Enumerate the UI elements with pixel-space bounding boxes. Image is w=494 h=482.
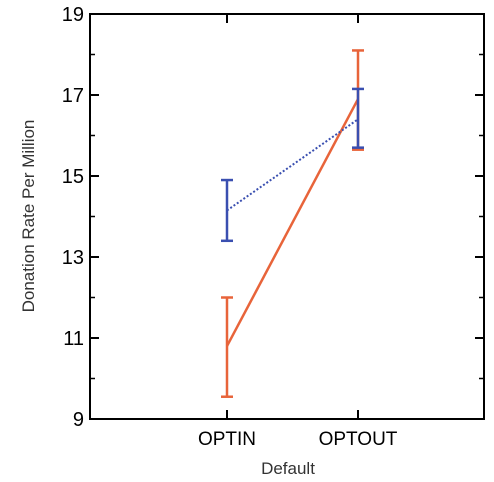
y-axis-label: Donation Rate Per Million xyxy=(19,120,38,313)
plot-frame xyxy=(89,13,485,420)
series-1 xyxy=(221,49,364,398)
y-tick-label: 11 xyxy=(63,328,84,350)
series-2 xyxy=(221,87,364,243)
y-tick-label: 15 xyxy=(62,166,84,188)
series-layer xyxy=(221,49,364,398)
x-tick-label: OPTOUT xyxy=(319,429,398,450)
x-tick-label: OPTIN xyxy=(198,429,256,450)
y-tick-label: 17 xyxy=(62,85,84,107)
y-tick-label: 9 xyxy=(73,409,84,431)
y-tick-label: 19 xyxy=(62,4,84,26)
series-line xyxy=(225,98,360,347)
y-tick-label: 13 xyxy=(62,247,84,269)
x-axis: OPTIN OPTOUT xyxy=(198,14,398,450)
y-axis: 9 11 13 15 17 19 xyxy=(62,4,484,431)
x-axis-label: Default xyxy=(261,459,315,478)
series-line xyxy=(226,118,359,212)
